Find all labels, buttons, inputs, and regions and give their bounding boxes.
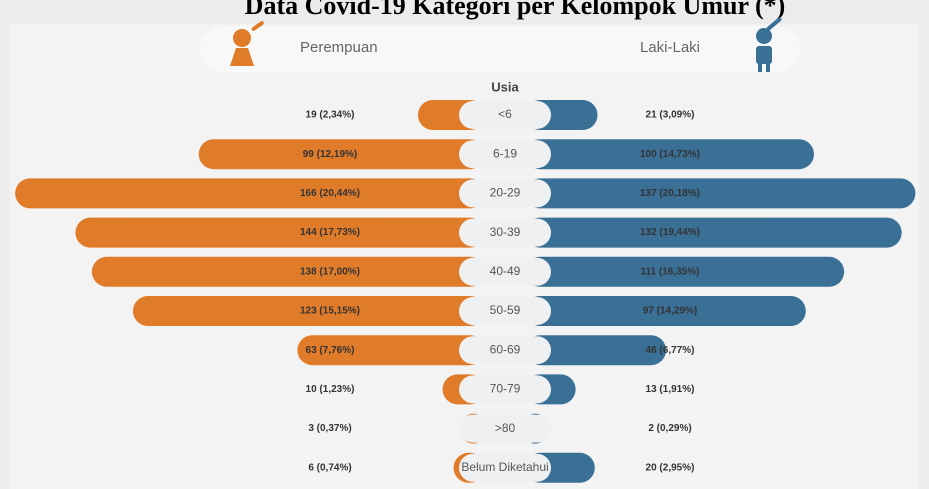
value-label: 10 (1,23%) [306, 384, 355, 395]
category-pill [459, 297, 551, 325]
category-pill [459, 375, 551, 404]
header-band [200, 26, 800, 72]
value-label: 144 (17,73%) [300, 227, 360, 238]
category-label: 60-69 [490, 342, 521, 356]
category-pill [459, 336, 551, 365]
value-label: 13 (1,91%) [646, 384, 695, 395]
legend-male: Laki-Laki [640, 39, 700, 56]
bar [297, 335, 485, 366]
bar [525, 335, 667, 366]
value-label: 63 (7,76%) [306, 345, 355, 356]
chart-title: Data Covid-19 Kategori per Kelompok Umur… [245, 0, 786, 20]
category-pill [459, 179, 551, 208]
category-pill [459, 140, 551, 169]
bar [525, 178, 916, 209]
category-label: >80 [495, 421, 516, 435]
category-pill [459, 101, 551, 129]
category-label: 70-79 [490, 382, 521, 396]
category-label: 50-59 [490, 303, 521, 317]
category-label: Belum Diketahui [461, 460, 548, 474]
bar [198, 139, 486, 170]
value-label: 3 (0,37%) [308, 423, 351, 434]
bar [525, 139, 814, 170]
value-label: 132 (19,44%) [640, 227, 700, 238]
value-label: 137 (20,18%) [640, 188, 700, 199]
value-label: 19 (2,34%) [306, 110, 355, 121]
value-label: 166 (20,44%) [300, 188, 360, 199]
value-label: 21 (3,09%) [646, 110, 695, 121]
category-label: 20-29 [490, 186, 521, 200]
bar [15, 178, 485, 209]
bar [525, 217, 902, 248]
value-label: 2 (0,29%) [648, 423, 691, 434]
category-pill [459, 257, 551, 286]
category-label: <6 [498, 107, 512, 121]
bar [75, 217, 485, 248]
category-pill [459, 453, 551, 482]
bar [132, 296, 486, 326]
bar [91, 256, 485, 287]
female-icon [230, 21, 264, 66]
category-label: 6-19 [493, 146, 517, 160]
bar [525, 296, 806, 326]
legend-female: Perempuan [300, 39, 378, 56]
value-label: 20 (2,95%) [646, 462, 695, 473]
value-label: 111 (16,35%) [641, 266, 700, 277]
category-label: 40-49 [490, 264, 521, 278]
category-label: 30-39 [490, 225, 521, 239]
category-pill [459, 414, 551, 443]
bar [525, 256, 845, 287]
category-title: Usia [491, 79, 519, 94]
value-label: 46 (6,77%) [646, 345, 695, 356]
value-label: 6 (0,74%) [308, 462, 351, 473]
value-label: 100 (14,73%) [640, 149, 700, 160]
value-label: 138 (17,00%) [300, 266, 360, 277]
value-label: 97 (14,29%) [643, 306, 697, 317]
value-label: 99 (12,19%) [303, 149, 357, 160]
male-icon [756, 17, 782, 72]
value-label: 123 (15,15%) [300, 306, 360, 317]
category-pill [459, 218, 551, 247]
